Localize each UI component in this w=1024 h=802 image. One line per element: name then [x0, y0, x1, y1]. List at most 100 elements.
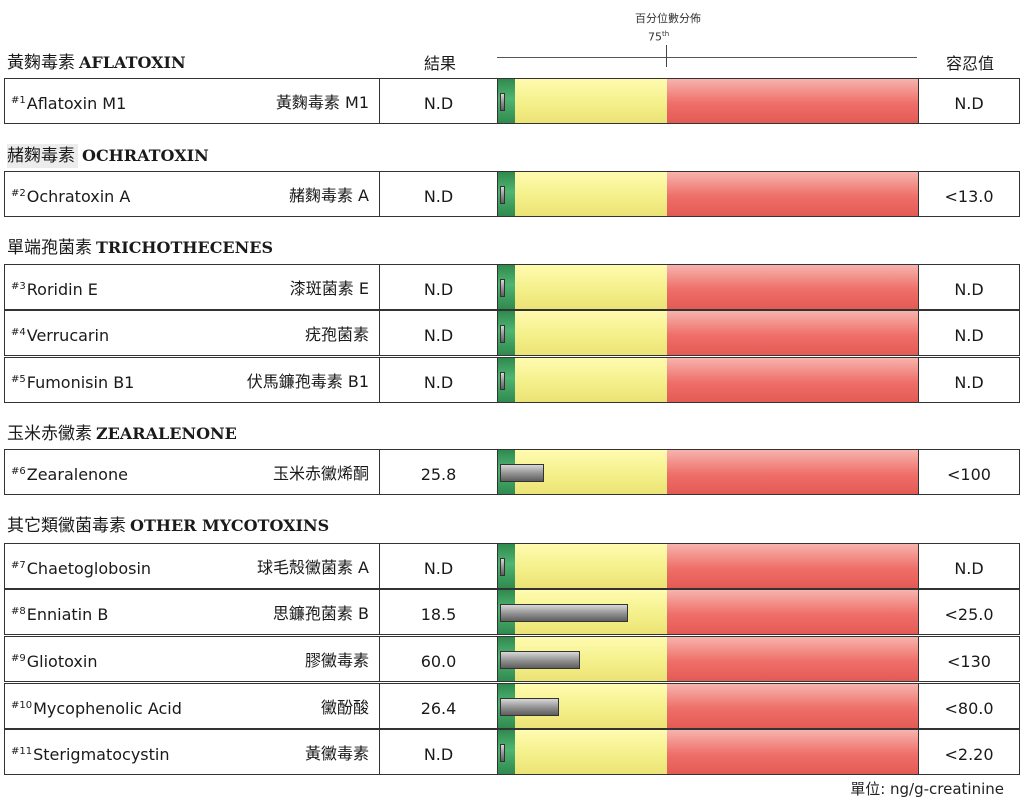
- tolerance-value: N.D: [954, 373, 984, 392]
- compound-name-en: #7Chaetoglobosin: [11, 559, 151, 578]
- tolerance-value: <80.0: [944, 699, 994, 718]
- section-title-aflatoxin: 黃麴毒素 AFLATOXIN: [7, 48, 186, 73]
- low-zone: [498, 172, 515, 216]
- compound-name-cell: #4Verrucarin 疣孢菌素: [4, 310, 380, 356]
- normal-zone: [515, 358, 667, 402]
- compound-name-en: #5Fumonisin B1: [11, 373, 134, 392]
- high-zone: [667, 730, 918, 774]
- low-zone: [498, 79, 515, 123]
- tolerance-value: N.D: [954, 280, 984, 299]
- section-title-en: TRICHOTHECENES: [96, 238, 273, 257]
- percentile-bar: [498, 729, 918, 775]
- tolerance-value: <2.20: [944, 745, 994, 764]
- high-zone: [667, 311, 918, 355]
- compound-name-cell: #3Roridin E 漆斑菌素 E: [4, 264, 380, 310]
- section-title-en: ZEARALENONE: [96, 424, 237, 443]
- level-bar: [500, 698, 559, 716]
- table-row-gliotoxin: #9Gliotoxin 膠黴毒素 60.0 <130: [4, 636, 1020, 682]
- table-row-aflatoxin-m1: #1Aflatoxin M1 黃麴毒素 M1 N.D N.D: [4, 78, 1020, 124]
- result-cell: 60.0: [380, 636, 498, 682]
- tolerance-value: <13.0: [944, 187, 994, 206]
- tolerance-cell: <13.0: [918, 171, 1020, 217]
- compound-name-en: #1Aflatoxin M1: [11, 94, 126, 113]
- tolerance-value: <130: [947, 652, 991, 671]
- tolerance-value: <25.0: [944, 605, 994, 624]
- section-title-zh: 單端孢菌素: [7, 238, 92, 258]
- compound-index: #5: [11, 373, 26, 385]
- tolerance-cell: N.D: [918, 543, 1020, 589]
- compound-index: #3: [11, 280, 26, 292]
- normal-zone: [515, 79, 667, 123]
- level-marker: [500, 93, 505, 111]
- compound-name-cell: #5Fumonisin B1 伏馬鐮孢毒素 B1: [4, 357, 380, 403]
- level-bar: [500, 464, 544, 482]
- result-column-header: 結果: [423, 54, 456, 73]
- normal-zone: [515, 544, 667, 588]
- result-cell: N.D: [380, 543, 498, 589]
- compound-name-en-text: Aflatoxin M1: [26, 94, 127, 113]
- tolerance-cell: <100: [918, 449, 1020, 495]
- section-title-other-mycotoxins: 其它類黴菌毒素 OTHER MYCOTOXINS: [7, 511, 329, 536]
- compound-name-en-text: Chaetoglobosin: [26, 559, 152, 578]
- result-cell: N.D: [380, 264, 498, 310]
- low-zone: [498, 730, 515, 774]
- high-zone: [667, 684, 918, 728]
- compound-name-en: #9Gliotoxin: [11, 652, 97, 671]
- compound-name-cell: #7Chaetoglobosin 球毛殼黴菌素 A: [4, 543, 380, 589]
- level-marker: [500, 558, 505, 576]
- percentile-bar: [498, 264, 918, 310]
- compound-name-en-text: Ochratoxin A: [26, 187, 131, 206]
- compound-name-en: #6Zearalenone: [11, 465, 128, 484]
- result-value: 26.4: [420, 699, 457, 718]
- high-zone: [667, 79, 918, 123]
- percentile-bar: [498, 78, 918, 124]
- compound-name-cell: #1Aflatoxin M1 黃麴毒素 M1: [4, 78, 380, 124]
- result-value: N.D: [423, 94, 454, 113]
- percentile-75-label: 75th: [648, 30, 670, 44]
- compound-index: #1: [11, 94, 26, 106]
- compound-index: #2: [11, 187, 26, 199]
- section-title-zh: 黃麴毒素: [7, 53, 75, 73]
- compound-index: #10: [11, 699, 33, 711]
- tolerance-cell: <25.0: [918, 589, 1020, 635]
- section-title-ochratoxin: 赭麴毒素 OCHRATOXIN: [7, 141, 209, 168]
- compound-name-zh: 疣孢菌素: [304, 325, 369, 344]
- table-row-fumonisin-b1: #5Fumonisin B1 伏馬鐮孢毒素 B1 N.D N.D: [4, 357, 1020, 403]
- unit-note: 單位: ng/g-creatinine: [850, 780, 1004, 798]
- compound-name-en: #3Roridin E: [11, 280, 98, 299]
- result-value: 18.5: [420, 605, 457, 624]
- result-value: 25.8: [420, 465, 457, 484]
- section-title-en: AFLATOXIN: [79, 53, 186, 72]
- tolerance-cell: N.D: [918, 78, 1020, 124]
- percentile-75-tick: [666, 45, 667, 67]
- tolerance-cell: <80.0: [918, 683, 1020, 729]
- table-row-zearalenone: #6Zearalenone 玉米赤黴烯酮 25.8 <100: [4, 449, 1020, 495]
- low-zone: [498, 311, 515, 355]
- compound-name-zh: 黴酚酸: [320, 698, 369, 717]
- compound-index: #9: [11, 652, 26, 664]
- section-title-en: OCHRATOXIN: [82, 146, 209, 165]
- tolerance-cell: <2.20: [918, 729, 1020, 775]
- tolerance-cell: N.D: [918, 264, 1020, 310]
- result-cell: N.D: [380, 171, 498, 217]
- compound-name-en-text: Verrucarin: [26, 326, 110, 345]
- high-zone: [667, 637, 918, 681]
- table-row-ochratoxin-a: #2Ochratoxin A 赭麴毒素 A N.D <13.0: [4, 171, 1020, 217]
- percentile-bar: [498, 310, 918, 356]
- table-row-mycophenolic-acid: #10Mycophenolic Acid 黴酚酸 26.4 <80.0: [4, 683, 1020, 729]
- result-cell: N.D: [380, 78, 498, 124]
- compound-name-en: #2Ochratoxin A: [11, 187, 130, 206]
- percentile-bar: [498, 589, 918, 635]
- level-marker: [500, 372, 505, 390]
- compound-name-zh: 伏馬鐮孢毒素 B1: [246, 372, 369, 391]
- compound-name-zh: 赭麴毒素 A: [288, 186, 369, 205]
- tolerance-column-header: 容忍值: [945, 54, 994, 73]
- tolerance-value: N.D: [954, 559, 984, 578]
- high-zone: [667, 358, 918, 402]
- compound-index: #7: [11, 559, 26, 571]
- compound-name-zh: 黃麴毒素 M1: [275, 93, 369, 112]
- level-bar: [500, 651, 580, 669]
- tolerance-cell: N.D: [918, 357, 1020, 403]
- result-value: N.D: [423, 373, 454, 392]
- result-cell: N.D: [380, 729, 498, 775]
